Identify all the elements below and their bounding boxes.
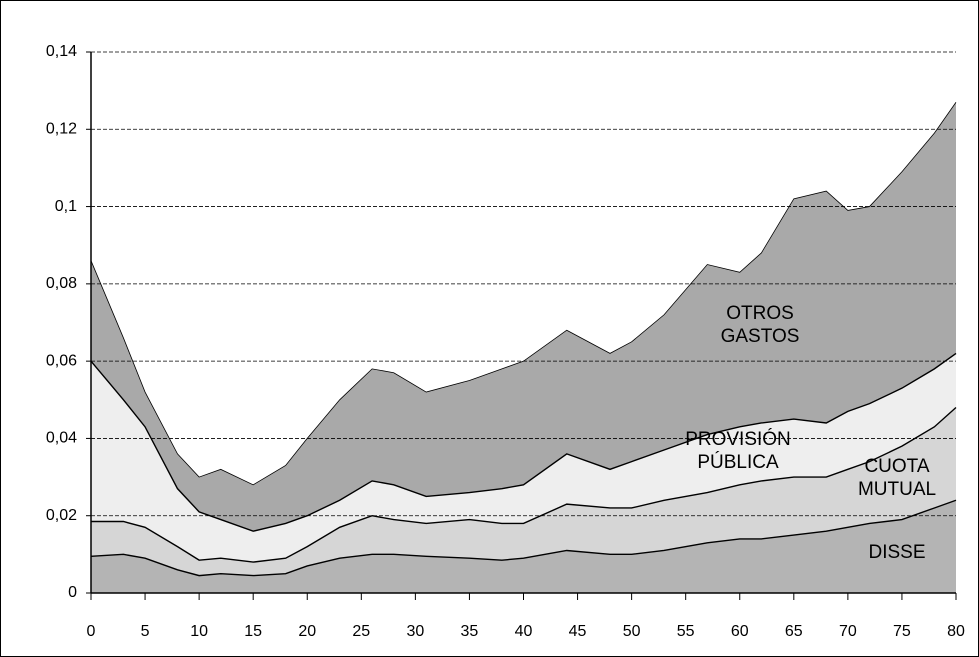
area — [91, 102, 956, 532]
series-line — [91, 406, 957, 563]
x-tick-label: 50 — [623, 623, 641, 640]
series-label: CUOTA MUTUAL — [858, 456, 936, 500]
area — [91, 500, 956, 593]
y-tick-label: 0,06 — [46, 352, 77, 369]
series-line — [90, 352, 957, 532]
area — [91, 407, 956, 576]
x-tick-label: 80 — [947, 623, 965, 640]
x-tick-label: 60 — [731, 623, 749, 640]
y-tick-label: 0,12 — [46, 121, 77, 138]
x-tick-label: 75 — [893, 623, 911, 640]
series-label: OTROS GASTOS — [721, 303, 800, 347]
series-label: DISSE — [868, 542, 925, 563]
y-tick-label: 0,02 — [46, 507, 77, 524]
series-label: PROVISIÓN PÚBLICA — [685, 428, 791, 473]
y-tick-label: 0,04 — [46, 430, 77, 447]
y-tick-label: 0,08 — [46, 275, 77, 292]
x-tick-label: 0 — [87, 623, 96, 640]
x-tick-label: 20 — [298, 623, 316, 640]
y-tick-label: 0,14 — [46, 43, 77, 60]
x-tick-label: 55 — [677, 623, 695, 640]
series-line — [90, 102, 957, 486]
x-tick-label: 5 — [141, 623, 150, 640]
x-tick-label: 25 — [352, 623, 370, 640]
series-line — [90, 499, 957, 577]
x-tick-label: 45 — [569, 623, 587, 640]
x-tick-label: 70 — [839, 623, 857, 640]
x-tick-label: 10 — [190, 623, 208, 640]
y-tick-label: 0 — [68, 584, 77, 601]
x-tick-label: 35 — [461, 623, 479, 640]
x-tick-label: 65 — [785, 623, 803, 640]
area — [91, 353, 956, 563]
x-tick-label: 30 — [406, 623, 424, 640]
x-tick-label: 15 — [244, 623, 262, 640]
x-tick-label: 40 — [515, 623, 533, 640]
y-tick-label: 0,1 — [55, 198, 77, 215]
